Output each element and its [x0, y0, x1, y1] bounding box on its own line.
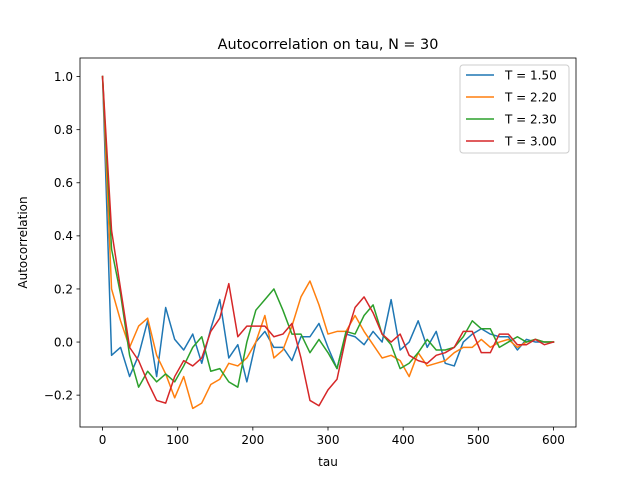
y-tick-label: 0.8: [54, 123, 73, 137]
legend: T = 1.50 T = 2.20 T = 2.30 T = 3.00: [459, 64, 570, 154]
x-axis: 0 100 200 300 400 500 600: [99, 427, 565, 447]
x-tick-label: 200: [241, 433, 264, 447]
x-tick-label: 600: [542, 433, 565, 447]
x-tick-label: 100: [166, 433, 189, 447]
y-tick-label: −0.2: [44, 388, 73, 402]
series-layer: [101, 75, 555, 410]
x-tick-label: 0: [99, 433, 107, 447]
y-axis-label: Autocorrelation: [16, 196, 30, 288]
y-tick-label: 0.6: [54, 176, 73, 190]
plot-frame: [79, 57, 577, 428]
series-line-2: [101, 75, 555, 410]
legend-label-3: T = 2.30: [504, 112, 557, 126]
legend-box: [459, 64, 570, 154]
y-tick-label: 0.0: [54, 335, 73, 349]
y-axis: −0.2 0.0 0.2 0.4 0.6 0.8 1.0: [44, 70, 80, 402]
legend-label-4: T = 3.00: [504, 134, 557, 148]
series-line-1: [101, 75, 555, 383]
x-tick-label: 500: [467, 433, 490, 447]
chart-title: Autocorrelation on tau, N = 30: [218, 37, 439, 53]
series-line-3: [101, 75, 555, 388]
legend-label-2: T = 2.20: [504, 90, 557, 104]
x-axis-label: tau: [318, 455, 338, 469]
x-tick-label: 400: [392, 433, 415, 447]
x-tick-label: 300: [317, 433, 340, 447]
y-tick-label: 0.2: [54, 282, 73, 296]
y-tick-label: 0.4: [54, 229, 73, 243]
y-tick-label: 1.0: [54, 70, 73, 84]
series-line-4: [101, 75, 555, 407]
legend-label-1: T = 1.50: [504, 68, 557, 82]
